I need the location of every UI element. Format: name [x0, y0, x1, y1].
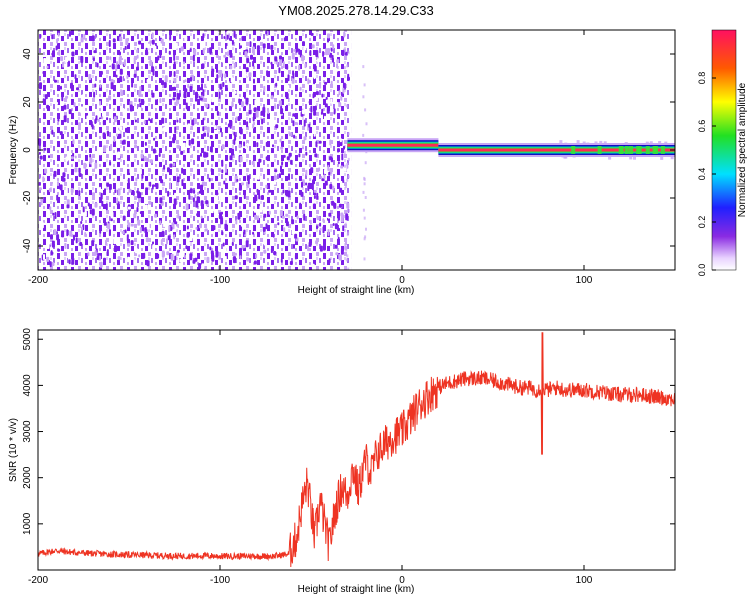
spectrogram-y-ticks: -40 -20 0 20 40: [22, 48, 675, 253]
y-tick-label: -20: [22, 190, 33, 205]
x-tick-label: -200: [28, 575, 48, 586]
spectrogram-y-axis-label: Frequency (Hz): [8, 116, 19, 185]
x-tick-label: -100: [210, 275, 230, 286]
snr-frame: [37, 329, 676, 571]
colorbar-gradient: [711, 29, 737, 271]
x-tick-label: 100: [576, 275, 593, 286]
x-tick-label: -100: [210, 575, 230, 586]
x-tick-label: 100: [576, 575, 593, 586]
spectrogram-x-axis-label: Height of straight line (km): [298, 285, 415, 296]
colorbar-ticks: 0.0 0.2 0.4 0.6 0.8: [697, 72, 716, 277]
y-tick-label: -40: [22, 238, 33, 253]
y-tick-label: 20: [22, 96, 33, 108]
snr-y-axis-label: SNR (10 * v/v): [8, 418, 19, 482]
x-tick-label: 0: [399, 575, 405, 586]
colorbar-tick-label: 0.6: [697, 120, 707, 133]
snr-series-line: [38, 332, 675, 568]
colorbar-tick-label: 0.0: [697, 264, 707, 277]
colorbar-tick-label: 0.4: [697, 168, 707, 181]
colorbar-tick-label: 0.8: [697, 72, 707, 85]
snr-panel: -200 -100 0 100 1000 2000 3000 4000 5000 Height…: [8, 328, 676, 595]
snr-x-axis-label: Height of straight line (km): [298, 584, 415, 595]
x-tick-label: 0: [399, 275, 405, 286]
x-tick-label: -200: [28, 275, 48, 286]
ridge-segment-0: [347, 143, 439, 147]
spectrogram-image: [38, 30, 675, 270]
y-tick-label: 4000: [22, 374, 33, 397]
y-tick-label: 2000: [22, 466, 33, 489]
colorbar-tick-label: 0.2: [697, 216, 707, 229]
figure-title: YM08.2025.278.14.29.C33: [278, 3, 433, 18]
spectrogram-noise-blobs: [38, 30, 350, 269]
y-tick-label: 5000: [22, 328, 33, 351]
snr-y-ticks: 1000 2000 3000 4000 5000: [22, 328, 675, 535]
y-tick-label: 1000: [22, 512, 33, 535]
colorbar: 0.0 0.2 0.4 0.6 0.8 Normalized spectral ampl…: [697, 29, 748, 277]
spectrogram-faint-streaks: [343, 51, 674, 270]
spectrogram-ridge: [347, 138, 675, 157]
spectrogram-x-ticks: -200 -100 0 100: [28, 30, 593, 286]
ridge-segment-1: [438, 148, 675, 152]
colorbar-label: Normalized spectral amplitude: [737, 82, 748, 217]
snr-x-ticks: -200 -100 0 100: [28, 330, 593, 586]
y-tick-label: 40: [22, 48, 33, 60]
y-tick-label: 3000: [22, 420, 33, 443]
y-tick-label: 0: [22, 147, 33, 153]
